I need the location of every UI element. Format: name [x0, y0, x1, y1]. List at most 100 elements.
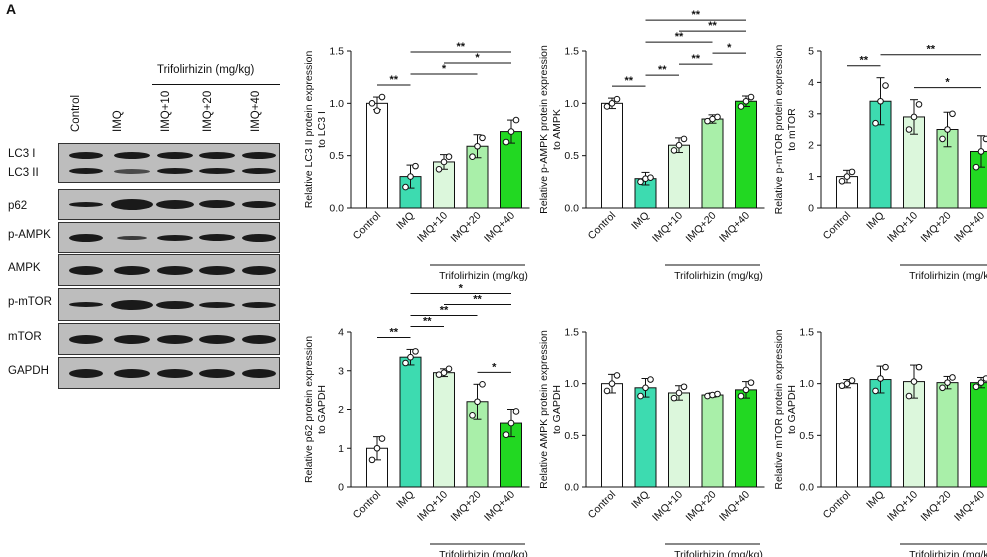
blot-label-p62: p62 [8, 200, 28, 212]
data-point [507, 419, 515, 427]
significance-label: ** [658, 64, 667, 76]
data-point [502, 431, 510, 438]
x-category-label: IMQ+20 [919, 210, 954, 245]
x-group-label: Trifolirhizin (mg/kg) [674, 549, 763, 557]
data-point [368, 100, 376, 107]
data-point [675, 389, 683, 397]
data-point [502, 138, 510, 146]
x-category-label: IMQ+10 [885, 210, 920, 245]
x-group-label: Trifolirhizin (mg/kg) [439, 270, 528, 282]
data-point [838, 178, 846, 185]
data-point [982, 135, 987, 143]
data-point [479, 134, 486, 142]
blot-label-lc3-i: LC3 I [8, 148, 36, 160]
bar [970, 150, 987, 209]
y-tick-label: 1.0 [329, 98, 344, 110]
data-point [613, 372, 621, 379]
y-tick-label: 1.5 [799, 327, 814, 339]
treatment-group-line [152, 84, 280, 85]
x-category-label: Control [351, 489, 383, 521]
y-axis-label: Relative p62 protein expression [303, 336, 315, 483]
blot-strip-gapdh [58, 357, 280, 389]
y-axis-label: to GAPDH [551, 385, 563, 434]
data-point [872, 119, 879, 127]
panel-letter: A [6, 1, 17, 17]
y-tick-label: 0.5 [329, 150, 344, 162]
data-point [512, 408, 520, 415]
bar [836, 383, 858, 488]
data-point [670, 147, 678, 154]
lane-label-imq10: IMQ+10 [160, 90, 172, 132]
y-axis-label: Relative p-mTOR protein expression [773, 45, 785, 215]
significance-label: ** [473, 293, 482, 305]
data-point [877, 97, 884, 105]
data-point [479, 381, 486, 388]
y-tick-label: 1.0 [564, 378, 579, 390]
y-tick-label: 2 [338, 404, 344, 416]
bar [399, 356, 422, 488]
bar [701, 118, 724, 209]
data-point [949, 110, 956, 118]
significance-label: ** [708, 20, 717, 32]
data-point [613, 95, 621, 103]
data-point [378, 435, 386, 442]
x-group-label: Trifolirhizin (mg/kg) [439, 549, 528, 557]
data-point [843, 380, 851, 387]
data-point [872, 387, 879, 395]
data-point [412, 162, 419, 170]
y-tick-label: 4 [808, 77, 814, 89]
significance-label: ** [675, 31, 684, 43]
bar [601, 383, 623, 488]
significance-label: ** [423, 315, 432, 327]
data-point [642, 384, 649, 392]
data-point [469, 153, 476, 161]
data-point [637, 392, 644, 400]
x-category-label: IMQ+10 [885, 489, 920, 524]
x-category-label: IMQ+10 [415, 489, 450, 524]
significance-label: * [727, 42, 732, 54]
y-tick-label: 0 [338, 482, 344, 494]
y-axis-label: to LC3 I [316, 111, 328, 148]
data-point [714, 390, 721, 398]
data-point [915, 101, 923, 108]
y-tick-label: 1 [808, 171, 814, 183]
bar [634, 387, 657, 488]
data-point [603, 387, 611, 395]
data-point [402, 183, 409, 191]
data-point [905, 392, 913, 400]
x-category-label: IMQ [394, 489, 417, 512]
x-category-label: IMQ+20 [449, 210, 484, 245]
data-point [905, 126, 913, 133]
significance-label: ** [859, 55, 868, 67]
x-category-label: IMQ [394, 210, 417, 233]
y-tick-label: 1.5 [329, 46, 344, 58]
data-point [440, 369, 448, 376]
bar [735, 389, 757, 488]
blot-label-p-mtor: p-mTOR [8, 296, 52, 308]
y-tick-label: 1.5 [564, 327, 579, 339]
x-category-label: IMQ+20 [919, 489, 954, 524]
data-point [848, 168, 856, 176]
y-tick-label: 4 [338, 327, 344, 339]
data-point [469, 412, 476, 419]
significance-label: ** [389, 74, 398, 86]
blot-label-mtor: mTOR [8, 331, 42, 343]
lane-label-imq: IMQ [112, 110, 124, 132]
x-category-label: IMQ [629, 489, 652, 512]
data-point [877, 375, 884, 382]
significance-label: * [459, 282, 464, 294]
blot-label-lc3-ii: LC3 II [8, 167, 39, 179]
y-tick-label: 0.0 [799, 482, 814, 494]
data-point [972, 383, 980, 391]
data-point [910, 113, 918, 121]
blot-label-p-ampk: p-AMPK [8, 229, 51, 241]
p62-ratio-chart: 0 1 2 3 4 Relative p62 protein expression to G… [303, 282, 530, 557]
blot-strip-p-ampk [58, 222, 280, 253]
blot-strip-mtor [58, 323, 280, 355]
data-point [680, 383, 688, 391]
y-axis-label: to AMPK [551, 109, 563, 150]
x-category-label: IMQ [864, 210, 887, 233]
data-point [407, 173, 414, 180]
x-category-label: Control [821, 489, 853, 521]
x-group-label: Trifolirhizin (mg/kg) [674, 270, 763, 282]
